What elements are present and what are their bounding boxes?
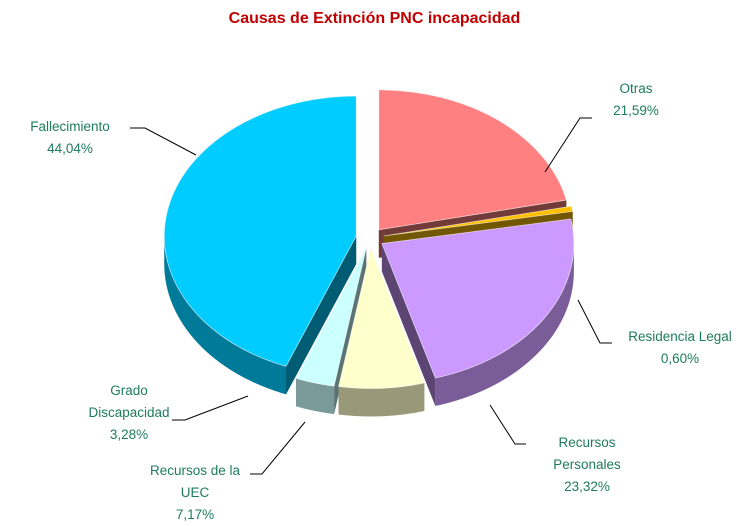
data-label: Recursos Personales 23,32% (532, 432, 642, 498)
data-label: Recursos de la UEC 7,17% (135, 460, 255, 526)
leader-line (544, 117, 592, 173)
pie-slice (383, 205, 574, 237)
leader-line (172, 395, 249, 421)
label-value: 7,17% (175, 507, 215, 522)
chart-title: Causas de Extinción PNC incapacidad (228, 10, 521, 27)
leader-line (250, 421, 306, 475)
data-label: Grado Discapacidad 3,28% (70, 380, 188, 446)
pie-slice (338, 247, 425, 389)
label-name: Grado Discapacidad (88, 383, 170, 420)
pie-slice (381, 218, 575, 379)
tops (163, 89, 575, 389)
leader-line (577, 299, 612, 344)
label-name: Fallecimiento (30, 119, 110, 134)
leader-line (130, 127, 197, 156)
label-value: 0,60% (660, 351, 700, 366)
label-name: Recursos de la UEC (149, 463, 241, 500)
data-label: Otras 21,59% (596, 78, 676, 122)
label-name: Residencia Legal (628, 329, 732, 344)
pie-slice (295, 247, 367, 387)
data-label: Residencia Legal 0,60% (612, 326, 748, 370)
label-value: 44,04% (47, 141, 93, 156)
slice-side (338, 382, 425, 417)
pie-slice (163, 95, 357, 367)
label-value: 23,32% (564, 479, 610, 494)
leader-line (489, 404, 526, 445)
label-name: Otras (619, 81, 653, 96)
slice-side (296, 378, 335, 415)
label-value: 21,59% (613, 103, 659, 118)
label-value: 3,28% (109, 427, 149, 442)
slice-side (164, 236, 287, 395)
slice-wall (286, 236, 357, 395)
pie-slice (378, 89, 567, 231)
data-label: Fallecimiento 44,04% (10, 116, 130, 160)
slice-wall (381, 243, 436, 407)
slice-side (435, 243, 574, 407)
label-name: Recursos Personales (553, 435, 621, 472)
